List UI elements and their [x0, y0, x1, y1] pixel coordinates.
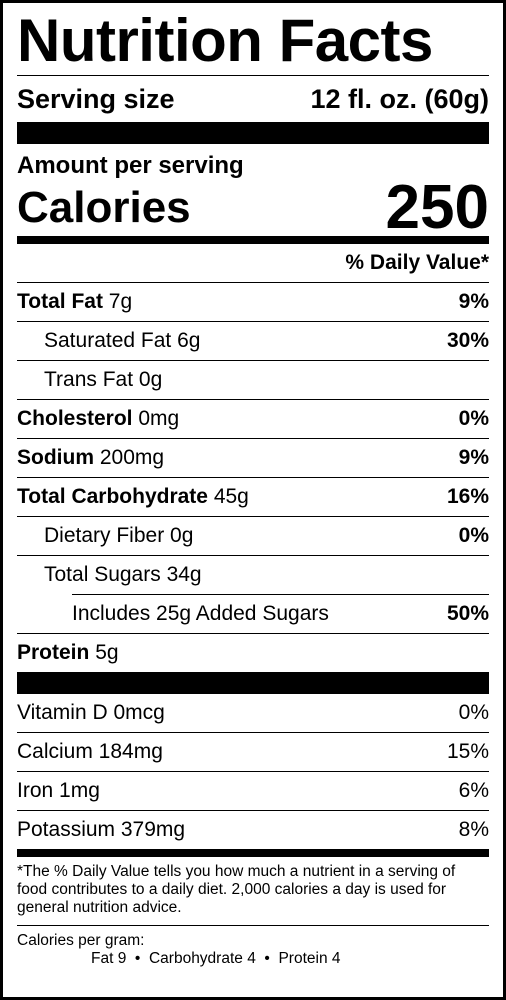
calories-label: Calories	[17, 183, 191, 232]
medium-divider	[17, 236, 489, 244]
daily-value-footnote: *The % Daily Value tells you how much a …	[17, 863, 456, 916]
nutrient-dv: 0%	[458, 524, 489, 547]
nutrient-name: Dietary Fiber	[44, 524, 165, 547]
vitamin-dv: 8%	[458, 818, 489, 841]
serving-size-value: 12 fl. oz. (60g)	[310, 83, 489, 114]
calories-row: Calories 250	[17, 173, 489, 242]
divider	[17, 75, 489, 76]
serving-size-row: Serving size 12 fl. oz. (60g)	[17, 76, 489, 122]
nutrient-amount: 0g	[138, 368, 163, 391]
nutrient-amount: 7g	[108, 290, 133, 313]
daily-value-header: % Daily Value*	[17, 244, 489, 282]
nutrient-row-added-sugars: Includes 25g Added Sugars 50%	[72, 594, 489, 633]
vitamin-dv: 0%	[458, 701, 489, 724]
nutrient-amount: 200mg	[99, 446, 165, 469]
nutrient-row-sodium: Sodium 200mg 9%	[17, 438, 489, 477]
nutrient-name: Cholesterol	[17, 407, 133, 430]
medium-divider	[17, 849, 489, 857]
nutrient-dv: 30%	[446, 329, 489, 352]
nutrient-row-saturated-fat: Saturated Fat 6g 30%	[17, 321, 489, 360]
nutrient-amount: 34g	[166, 563, 202, 586]
vitamin-row-calcium: Calcium 184mg 15%	[17, 732, 489, 771]
daily-value-header-text: % Daily Value*	[345, 251, 489, 274]
calories-value: 250	[385, 173, 489, 242]
nutrient-amount: 6g	[177, 329, 201, 352]
calories-per-gram: Calories per gram: Fat 9 • Carbohydrate …	[17, 926, 489, 968]
thick-divider	[17, 672, 489, 694]
vitamin-name: Iron 1mg	[17, 779, 100, 802]
nutrient-dv: 9%	[458, 290, 489, 313]
vitamin-name: Calcium 184mg	[17, 740, 163, 763]
vitamin-dv: 6%	[458, 779, 489, 802]
nutrient-row-cholesterol: Cholesterol 0mg 0%	[17, 399, 489, 438]
thick-divider	[17, 122, 489, 144]
nutrient-row-total-sugars: Total Sugars 34g	[17, 555, 489, 594]
vitamin-row-vitamin-d: Vitamin D 0mcg 0%	[17, 694, 489, 732]
nutrient-name: Protein	[17, 641, 90, 664]
nutrient-row-dietary-fiber: Dietary Fiber 0g 0%	[17, 516, 489, 555]
nutrient-dv: 50%	[446, 602, 489, 625]
nutrient-row-trans-fat: Trans Fat 0g	[17, 360, 489, 399]
nutrient-dv: 16%	[446, 485, 489, 508]
nutrient-amount: 0mg	[138, 407, 180, 430]
vitamin-name: Potassium 379mg	[17, 818, 186, 841]
calories-per-gram-label: Calories per gram:	[17, 932, 145, 949]
nutrient-name: Total Fat	[17, 290, 103, 313]
nutrient-name: Trans Fat	[44, 368, 134, 391]
nutrient-name: Total Sugars	[44, 563, 161, 586]
nutrient-amount: 0g	[170, 524, 194, 547]
vitamin-dv: 15%	[446, 740, 489, 763]
nutrient-dv: 9%	[458, 446, 489, 469]
vitamin-row-iron: Iron 1mg 6%	[17, 771, 489, 810]
divider	[17, 925, 489, 926]
nutrient-name: Sodium	[17, 446, 94, 469]
nutrient-name: Total Carbohydrate	[17, 485, 208, 508]
nutrient-amount: 5g	[95, 641, 119, 664]
nutrient-name: Saturated Fat	[44, 329, 172, 352]
nutrient-amount: 45g	[213, 485, 249, 508]
vitamin-name: Vitamin D 0mcg	[17, 701, 165, 724]
amount-per-serving: Amount per serving	[17, 152, 244, 179]
label-title: Nutrition Facts	[17, 7, 433, 74]
calories-per-gram-values: Fat 9 • Carbohydrate 4 • Protein 4	[91, 950, 341, 967]
nutrient-dv: 0%	[458, 407, 489, 430]
vitamin-row-potassium: Potassium 379mg 8%	[17, 810, 489, 849]
vitamins-section: Vitamin D 0mcg 0% Calcium 184mg 15% Iron…	[17, 694, 489, 849]
nutrient-row-total-carbohydrate: Total Carbohydrate 45g 16%	[17, 477, 489, 516]
nutrient-name: Includes 25g Added Sugars	[72, 602, 329, 625]
nutrient-row-total-fat: Total Fat 7g 9%	[17, 282, 489, 321]
nutrient-row-protein: Protein 5g	[17, 633, 489, 672]
serving-size-label: Serving size	[17, 83, 175, 114]
